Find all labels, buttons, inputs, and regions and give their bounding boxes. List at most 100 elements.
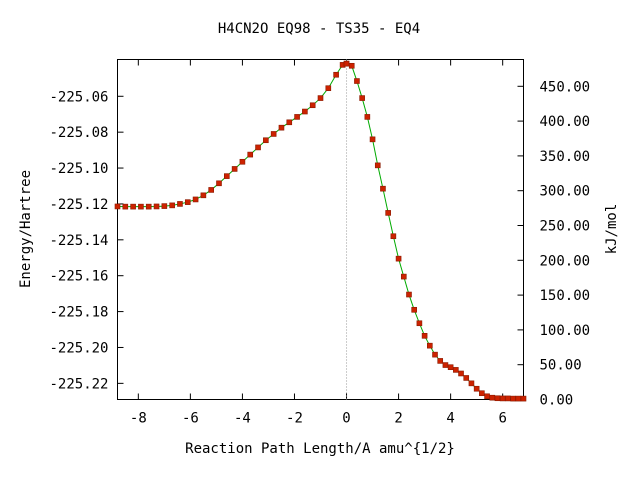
data-point <box>380 185 386 192</box>
data-point <box>479 390 485 397</box>
data-point <box>406 291 412 298</box>
data-point <box>489 394 496 401</box>
data-point <box>520 395 527 402</box>
data-point <box>458 370 464 377</box>
data-point <box>122 203 129 210</box>
data-point <box>294 114 300 120</box>
y2-tick-label: 400.00 <box>540 114 591 130</box>
x-tick-label: -6 <box>182 411 199 427</box>
data-point <box>505 395 511 402</box>
data-point <box>374 162 381 169</box>
data-point <box>309 102 316 109</box>
y-tick-label: -225.20 <box>49 340 108 356</box>
y-tick-label: -225.22 <box>49 376 108 392</box>
data-point <box>395 255 402 262</box>
data-point <box>416 320 423 327</box>
data-point <box>468 380 475 387</box>
x-tick-label: -4 <box>234 411 251 427</box>
data-point <box>138 203 144 210</box>
data-point <box>333 71 339 78</box>
data-point <box>177 201 183 207</box>
data-point <box>385 210 391 216</box>
data-point <box>473 385 480 392</box>
data-point <box>317 95 324 101</box>
y-tick-label: -225.18 <box>49 305 108 321</box>
data-point <box>161 203 168 209</box>
y2-tick-label: 450.00 <box>540 79 591 95</box>
y2-tick-label: 350.00 <box>540 149 591 165</box>
axis-ticks: -8 -6 -4 -2 0 2 4 6 -225.22 -225.20 -225.18 -225.16… <box>49 59 591 427</box>
data-point <box>348 62 355 69</box>
data-point <box>442 362 449 368</box>
x-tick-label: -8 <box>130 411 147 427</box>
y2-tick-label: 150.00 <box>540 288 591 304</box>
data-point <box>231 166 238 172</box>
data-point <box>510 395 516 402</box>
data-point <box>400 273 407 280</box>
y2-tick-label: 0.00 <box>540 393 574 409</box>
y2-tick-label: 300.00 <box>540 184 591 200</box>
y2-tick-label: 200.00 <box>540 253 591 269</box>
data-point <box>432 351 438 358</box>
data-point <box>169 202 175 209</box>
data-point <box>364 114 371 120</box>
data-point <box>224 173 230 179</box>
data-point <box>463 375 470 381</box>
data-point <box>263 137 269 144</box>
data-point <box>153 203 160 210</box>
data-point <box>354 78 360 84</box>
data-point <box>216 180 222 187</box>
data-point <box>208 187 214 193</box>
data-point <box>484 393 490 400</box>
data-point <box>515 395 522 402</box>
data-point <box>286 119 293 126</box>
y-tick-label: -225.06 <box>49 89 108 105</box>
data-point <box>184 199 191 205</box>
data-point <box>239 158 246 165</box>
data-point <box>343 60 350 67</box>
data-point <box>359 95 365 101</box>
y2-tick-label: 250.00 <box>540 218 591 234</box>
x-axis-label: Reaction Path Length/A amu^{1/2} <box>185 441 455 457</box>
y-tick-label: -225.10 <box>49 161 108 177</box>
data-point <box>247 151 254 158</box>
data-point <box>437 358 444 364</box>
data-point <box>411 306 417 313</box>
y-axis-label: Energy/Hartree <box>18 170 34 288</box>
series-line <box>117 63 524 400</box>
y2-axis-label: kJ/mol <box>604 204 620 255</box>
data-point <box>427 342 433 349</box>
chart-title: H4CN2O EQ98 - TS35 - EQ4 <box>218 21 420 37</box>
data-point <box>390 233 397 240</box>
data-point <box>302 108 308 115</box>
y-tick-label: -225.12 <box>49 197 108 213</box>
data-point <box>453 367 459 373</box>
data-point <box>255 144 261 151</box>
y2-tick-label: 50.00 <box>540 358 582 374</box>
y2-tick-label: 100.00 <box>540 323 591 339</box>
x-tick-label: 0 <box>342 411 350 427</box>
x-tick-label: 6 <box>498 411 506 427</box>
data-point <box>494 395 501 402</box>
data-point <box>369 136 376 143</box>
data-point <box>130 203 136 210</box>
x-tick-label: 4 <box>446 411 454 427</box>
data-point <box>325 85 332 92</box>
data-point <box>421 333 428 339</box>
x-tick-label: -2 <box>286 411 303 427</box>
data-marks <box>114 59 527 402</box>
data-point <box>499 395 506 402</box>
data-point <box>114 203 121 210</box>
data-point <box>192 196 199 203</box>
y-tick-label: -225.08 <box>49 125 108 141</box>
data-point <box>200 192 207 199</box>
data-point <box>278 124 285 131</box>
data-point <box>270 131 277 137</box>
data-point <box>145 203 152 210</box>
x-tick-label: 2 <box>394 411 402 427</box>
y-tick-label: -225.16 <box>49 269 108 285</box>
plot-frame <box>117 59 524 400</box>
data-point <box>447 364 454 371</box>
y-tick-label: -225.14 <box>49 233 108 249</box>
